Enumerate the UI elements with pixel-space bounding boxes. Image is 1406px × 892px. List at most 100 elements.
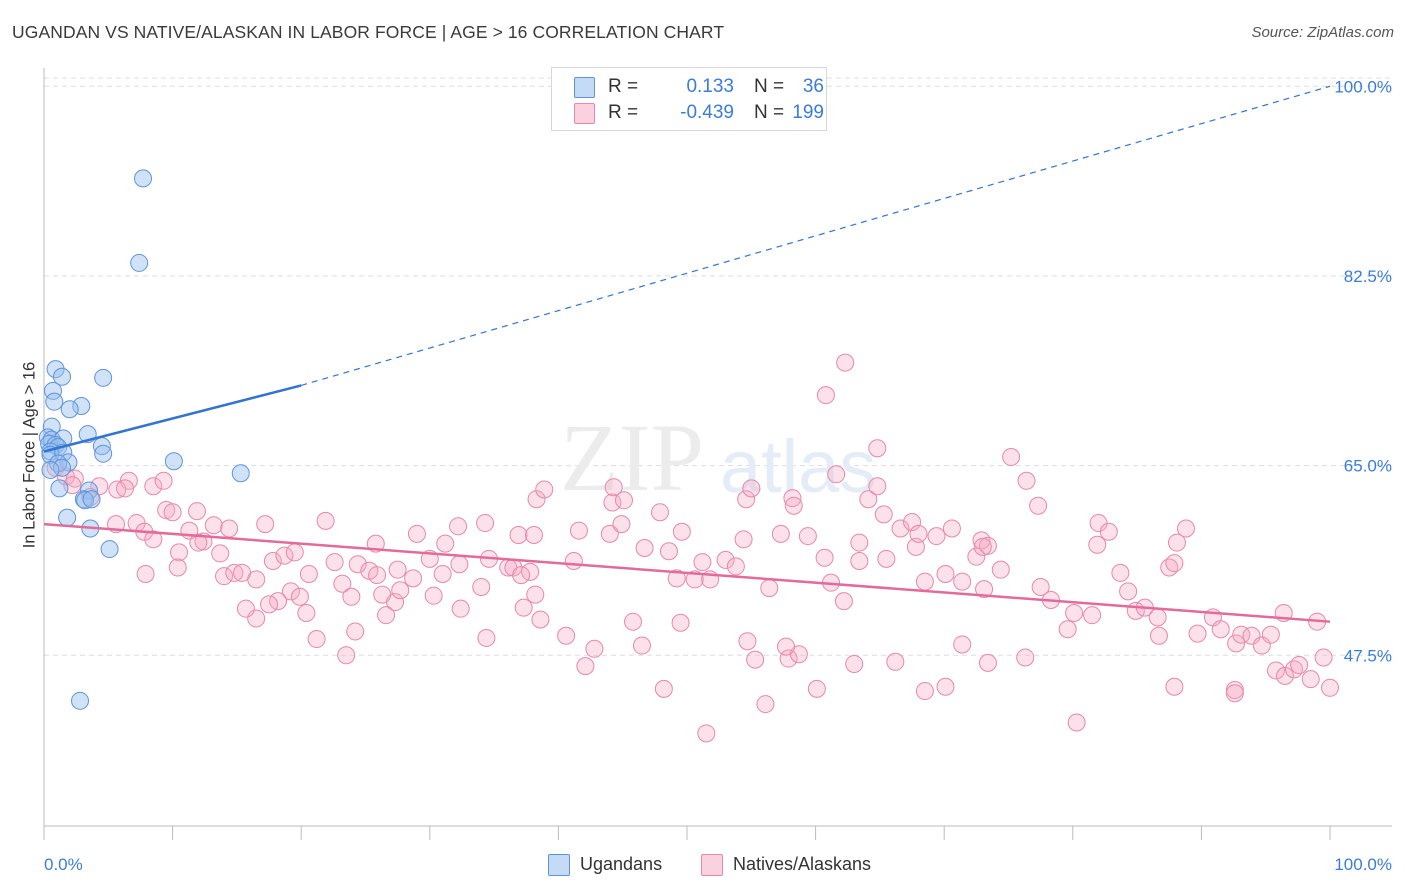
native-point	[1211, 620, 1230, 639]
ugandan-point	[76, 491, 95, 510]
native-point	[424, 586, 443, 605]
native-point	[436, 534, 455, 553]
ugandan-point	[42, 417, 61, 436]
native-point	[886, 652, 905, 671]
native-point	[746, 650, 765, 669]
native-point	[1058, 620, 1077, 639]
native-point	[316, 511, 335, 530]
native-point	[1176, 519, 1195, 538]
native-point	[514, 598, 533, 617]
ugandan-point	[60, 400, 79, 419]
native-point	[659, 542, 678, 561]
legend-swatch-ugandans	[548, 854, 570, 876]
native-point	[671, 613, 690, 632]
native-point	[877, 549, 896, 568]
native-point	[738, 632, 757, 651]
ugandan-point	[71, 691, 90, 710]
native-point	[585, 639, 604, 658]
legend-label-natives: Natives/Alaskans	[733, 854, 872, 874]
native-point	[263, 551, 282, 570]
y-tick-label: 47.5%	[1344, 646, 1392, 665]
native-point	[404, 569, 423, 588]
ugandan-point	[164, 452, 183, 471]
native-point	[1111, 563, 1130, 582]
native-point	[449, 517, 468, 536]
y-tick-label: 65.0%	[1344, 457, 1392, 476]
ugandan-point	[41, 460, 60, 479]
native-point	[874, 505, 893, 524]
native-point	[737, 490, 756, 509]
native-point	[281, 582, 300, 601]
native-point	[526, 585, 545, 604]
native-point	[815, 548, 834, 567]
native-point	[1065, 604, 1084, 623]
axes	[43, 68, 1392, 840]
native-point	[1290, 656, 1309, 675]
native-point	[307, 630, 326, 649]
native-point	[850, 551, 869, 570]
y-tick-label: 82.5%	[1344, 267, 1392, 286]
natives-alaskans-points	[46, 353, 1339, 743]
ugandan-point	[231, 464, 250, 483]
native-point	[275, 546, 294, 565]
native-point	[220, 519, 239, 538]
ugandan-point	[100, 540, 119, 559]
legend-label-ugandans: Ugandans	[580, 854, 663, 874]
native-point	[1149, 626, 1168, 645]
native-point	[342, 587, 361, 606]
ugandan-point	[130, 253, 149, 272]
native-point	[325, 553, 344, 572]
ugandans-points	[38, 169, 250, 710]
ugandan-point	[94, 368, 113, 387]
ugandan-point	[74, 490, 93, 509]
correlation-legend: R = 0.133 N = 36 R = -0.439 N = 199	[551, 67, 827, 131]
native-point	[845, 654, 864, 673]
native-point	[297, 604, 316, 623]
native-point	[136, 565, 155, 583]
native-point	[672, 522, 691, 541]
legend-swatch-natives	[701, 854, 723, 876]
native-point	[1165, 677, 1184, 696]
native-point	[337, 646, 356, 665]
ugandans-trend-line	[43, 384, 302, 453]
native-point	[247, 570, 266, 589]
native-point	[1016, 648, 1035, 667]
native-point	[527, 490, 546, 509]
native-point	[260, 595, 279, 614]
native-point	[1167, 533, 1186, 552]
native-point	[524, 525, 543, 544]
legend-n-value: 36	[802, 76, 824, 97]
native-point	[600, 524, 619, 543]
native-point	[891, 519, 910, 538]
native-point	[348, 555, 367, 574]
native-point	[693, 553, 712, 572]
native-point	[1088, 535, 1107, 554]
native-point	[978, 536, 997, 555]
native-point	[783, 489, 802, 508]
ugandan-point	[72, 397, 91, 415]
native-point	[225, 563, 244, 582]
native-point	[953, 635, 972, 654]
native-point	[285, 543, 304, 562]
native-point	[204, 516, 223, 535]
chart-title: UGANDAN VS NATIVE/ALASKAN IN LABOR FORCE…	[12, 22, 725, 42]
native-point	[144, 530, 163, 549]
y-tick-label: 100.0%	[1334, 77, 1392, 96]
native-point	[386, 593, 405, 612]
native-point	[1225, 684, 1244, 703]
native-point	[697, 724, 716, 743]
native-point	[1301, 670, 1320, 689]
native-point	[604, 478, 623, 497]
y-axis-title: In Labor Force | Age > 16	[20, 361, 39, 549]
native-point	[603, 493, 622, 512]
native-point	[236, 599, 255, 618]
native-point	[1083, 606, 1102, 625]
native-point	[391, 581, 410, 600]
x-tick-labels: 0.0% 100.0%	[44, 855, 1392, 874]
native-point	[777, 637, 796, 656]
x-tick-label: 0.0%	[44, 855, 83, 874]
natives-trend-line	[43, 522, 1331, 623]
ugandan-point	[94, 444, 113, 463]
native-point	[1017, 471, 1036, 490]
legend-r-value: -0.439	[680, 102, 734, 123]
